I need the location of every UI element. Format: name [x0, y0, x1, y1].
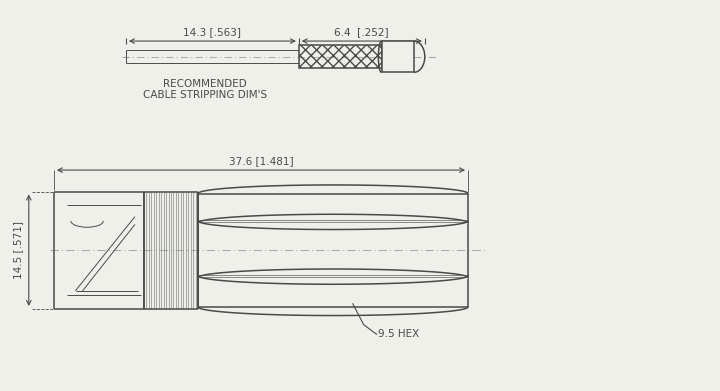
Bar: [299, 45, 382, 68]
Bar: [382, 41, 414, 72]
Text: 9.5 HEX: 9.5 HEX: [378, 329, 419, 339]
Text: RECOMMENDED: RECOMMENDED: [163, 79, 247, 90]
Text: 14.3 [.563]: 14.3 [.563]: [184, 27, 241, 37]
Text: CABLE STRIPPING DIM'S: CABLE STRIPPING DIM'S: [143, 90, 267, 100]
Text: 14.5 [.571]: 14.5 [.571]: [13, 221, 23, 279]
Text: 37.6 [1.481]: 37.6 [1.481]: [229, 156, 293, 166]
Text: 6.4  [.252]: 6.4 [.252]: [335, 27, 389, 37]
